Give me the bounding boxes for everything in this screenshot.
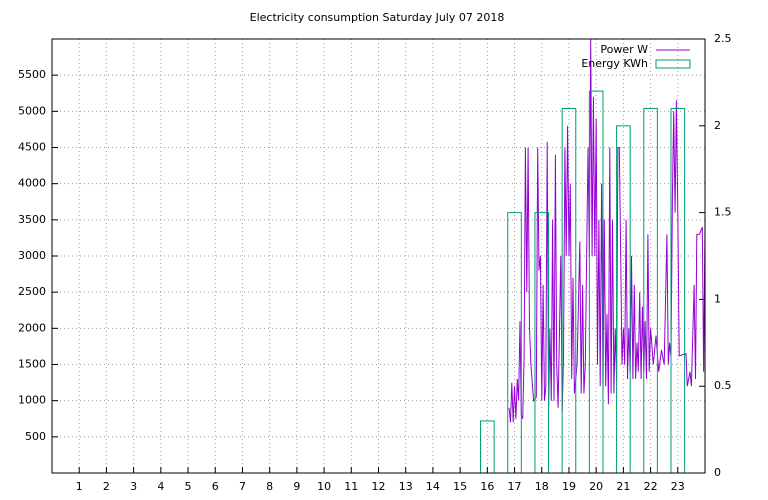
y-tick-label: 4500: [18, 141, 46, 154]
y2-tick-label: 2: [714, 119, 721, 132]
x-tick-label: 5: [185, 480, 192, 493]
x-tick-label: 17: [508, 480, 522, 493]
y-tick-label: 2000: [18, 321, 46, 334]
x-tick-label: 3: [130, 480, 137, 493]
y-tick-label: 500: [25, 430, 46, 443]
x-tick-label: 20: [589, 480, 603, 493]
x-tick-label: 19: [562, 480, 576, 493]
legend-swatch: [655, 59, 691, 69]
x-tick-label: 12: [372, 480, 386, 493]
x-tick-label: 10: [317, 480, 331, 493]
y2-tick-label: 2.5: [714, 32, 732, 45]
y2-tick-label: 0: [714, 466, 721, 479]
y-tick-label: 1500: [18, 358, 46, 371]
x-tick-label: 15: [453, 480, 467, 493]
x-tick-label: 4: [157, 480, 164, 493]
x-tick-label: 22: [644, 480, 658, 493]
x-tick-label: 9: [293, 480, 300, 493]
x-tick-label: 23: [671, 480, 685, 493]
legend-label: Power W: [600, 43, 648, 56]
y2-tick-label: 1: [714, 292, 721, 305]
chart-title: Electricity consumption Saturday July 07…: [250, 11, 505, 24]
y2-tick-label: 0.5: [714, 379, 732, 392]
power-line: [508, 39, 705, 423]
y-tick-label: 5500: [18, 68, 46, 81]
x-tick-label: 2: [103, 480, 110, 493]
y-tick-label: 1000: [18, 394, 46, 407]
y-tick-label: 2500: [18, 285, 46, 298]
x-tick-label: 16: [480, 480, 494, 493]
x-tick-label: 8: [266, 480, 273, 493]
y2-tick-label: 1.5: [714, 206, 732, 219]
x-tick-label: 1: [76, 480, 83, 493]
x-tick-label: 6: [212, 480, 219, 493]
x-tick-label: 11: [344, 480, 358, 493]
x-tick-label: 13: [399, 480, 413, 493]
x-tick-label: 18: [535, 480, 549, 493]
y-tick-label: 3500: [18, 213, 46, 226]
x-tick-label: 21: [616, 480, 630, 493]
legend-label: Energy KWh: [581, 57, 648, 70]
x-tick-label: 14: [426, 480, 440, 493]
y-tick-label: 5000: [18, 104, 46, 117]
plot-frame: [51, 38, 706, 474]
x-tick-label: 7: [239, 480, 246, 493]
y-tick-label: 3000: [18, 249, 46, 262]
y-tick-label: 4000: [18, 177, 46, 190]
